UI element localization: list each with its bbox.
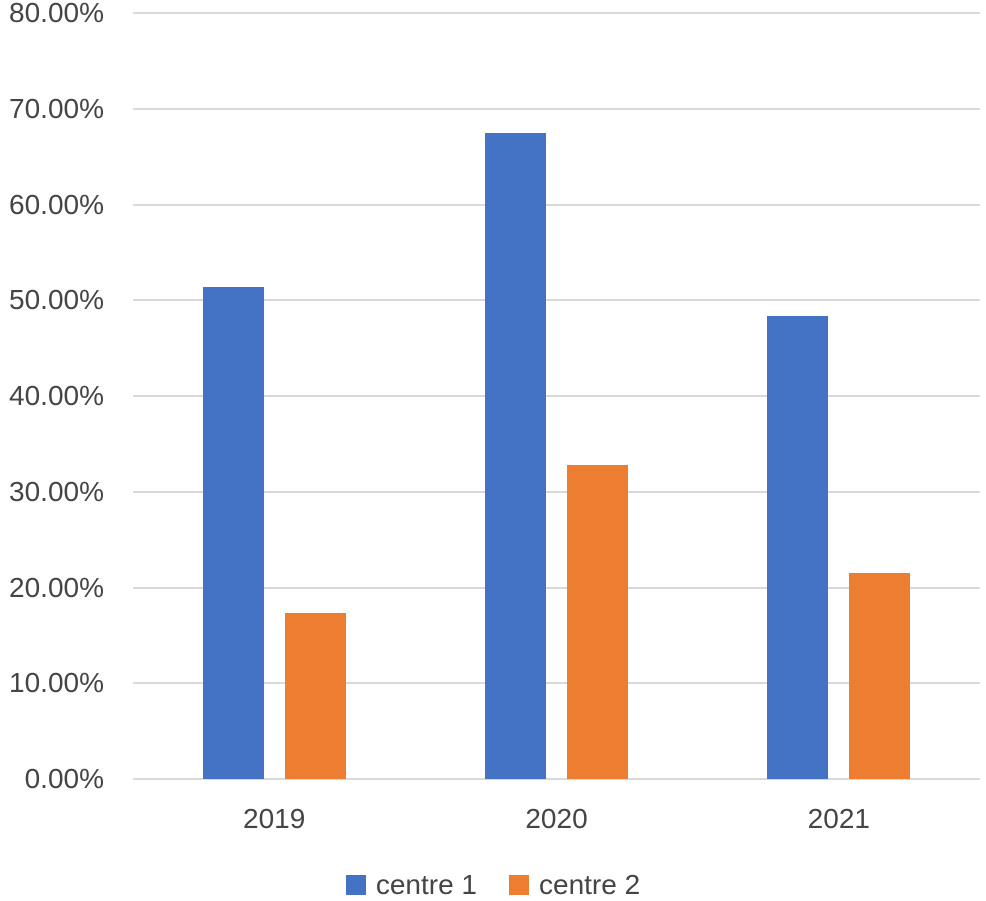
legend-label: centre 2 xyxy=(539,869,641,900)
bar-centre-1-2020 xyxy=(485,132,546,779)
x-tick-label-2020: 2020 xyxy=(525,803,588,834)
legend-label: centre 1 xyxy=(375,869,477,900)
gridline-80 xyxy=(133,12,980,14)
gridline-30 xyxy=(133,490,980,493)
legend-swatch-icon xyxy=(509,875,529,895)
legend: centre 1 centre 2 xyxy=(0,869,986,901)
y-tick-label-70: 70.00% xyxy=(9,92,104,124)
y-tick-label-50: 50.00% xyxy=(9,284,104,316)
bar-centre-2-2020 xyxy=(567,464,628,779)
gridline-20 xyxy=(133,586,980,589)
y-tick-label-40: 40.00% xyxy=(9,380,104,411)
x-tick-label-2021: 2021 xyxy=(807,803,870,834)
y-tick-label-10: 10.00% xyxy=(9,667,104,699)
gridline-70 xyxy=(133,107,980,110)
gridline-40 xyxy=(133,395,980,397)
legend-swatch-icon xyxy=(345,875,366,895)
bar-centre-1-2019 xyxy=(202,286,264,779)
bar-centre-2-2019 xyxy=(284,613,346,779)
gridline-50 xyxy=(133,299,980,302)
bar-centre-2-2021 xyxy=(849,573,911,779)
bar-centre-1-2021 xyxy=(767,315,829,779)
y-tick-label-80: 80.00% xyxy=(9,0,104,28)
y-tick-label-60: 60.00% xyxy=(9,188,104,220)
legend-item-centre-1: centre 1 xyxy=(345,869,477,900)
y-tick-label-30: 30.00% xyxy=(9,475,104,507)
legend-item-centre-2: centre 2 xyxy=(509,870,640,900)
y-tick-label-0: 0.00% xyxy=(24,763,104,794)
gridline-10 xyxy=(133,682,980,685)
y-tick-label-20: 20.00% xyxy=(9,571,104,603)
gridline-60 xyxy=(133,203,980,206)
x-tick-label-2019: 2019 xyxy=(243,803,306,834)
gridline-0 xyxy=(133,778,980,780)
